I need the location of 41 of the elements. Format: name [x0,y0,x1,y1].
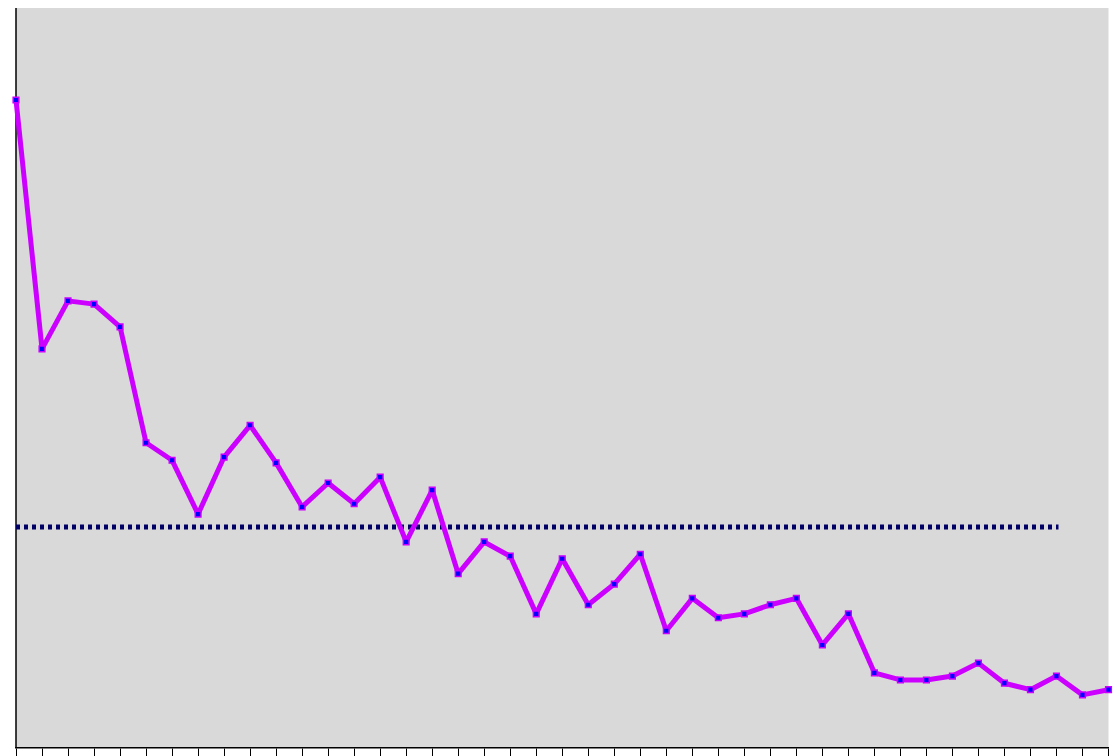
point [506,552,514,560]
point [116,323,124,331]
point [766,601,774,609]
point [1052,672,1061,680]
point [428,486,436,494]
point [636,550,644,558]
point [896,676,904,684]
point [688,594,696,602]
point [454,570,462,578]
point [792,594,800,602]
point [532,610,540,618]
point [948,672,957,680]
point [194,510,202,518]
point [870,669,878,677]
point [922,676,930,684]
point [12,96,20,104]
point [610,580,618,588]
point [1078,691,1087,699]
point [662,627,670,635]
point [350,500,358,508]
point [142,439,150,447]
point [480,538,488,546]
point [64,297,72,305]
point [584,601,592,609]
point [1000,679,1009,687]
point [90,300,98,308]
point [298,503,306,511]
point [168,456,176,464]
point [558,555,566,563]
point [714,614,722,622]
point [376,473,384,481]
point [272,459,280,467]
point [246,421,254,429]
point [974,659,983,667]
point [740,610,748,618]
point [324,479,332,487]
point [402,538,410,546]
point [1104,686,1113,694]
point [1026,686,1035,694]
point [220,453,228,461]
point [38,345,46,353]
